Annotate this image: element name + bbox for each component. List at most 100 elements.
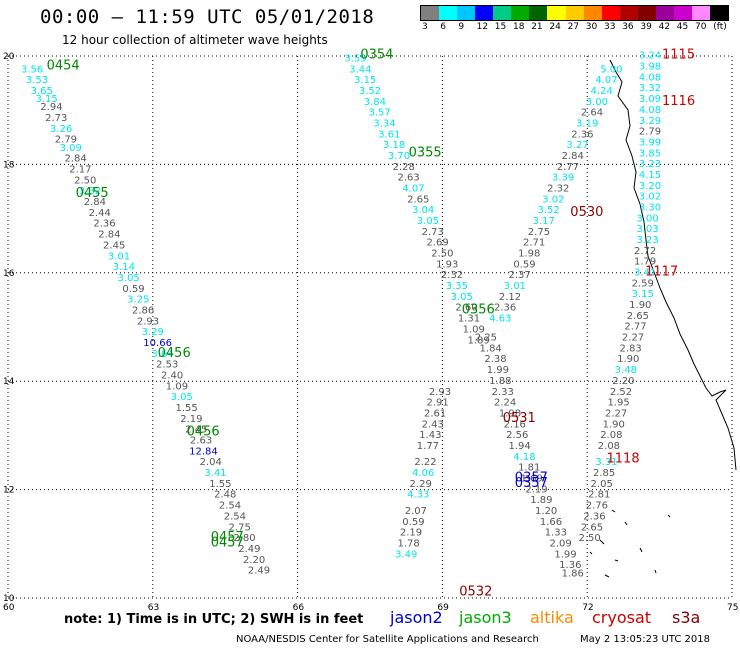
swh-value: 1.81 (518, 463, 540, 474)
swh-value: 3.09 (60, 143, 82, 154)
scale-swatch (529, 6, 548, 20)
swh-value: 2.04 (200, 457, 222, 468)
swh-value: 1.88 (489, 376, 511, 387)
pass-time-label: 0456 (187, 424, 220, 439)
swh-value: 1.95 (607, 398, 629, 409)
satellite-legend-altika: altika (530, 608, 574, 627)
swh-value: 2.20 (243, 555, 265, 566)
swh-value: 1.94 (508, 441, 530, 452)
swh-value: 3.31 (595, 457, 617, 468)
swh-value: 2.54 (219, 501, 241, 512)
swh-value: 2.91 (426, 398, 448, 409)
swh-value: 2.85 (593, 468, 615, 479)
scale-tick-label: 12 (476, 22, 489, 32)
swh-value: 3.32 (79, 186, 101, 197)
swh-value: 1.99 (487, 365, 509, 376)
swh-value: 3.41 (204, 468, 226, 479)
color-scale-ticks: 3 6 9 12 15 18 21 24 27 30 33 36 39 42 45 70 (ft) (420, 22, 740, 34)
swh-value: 2.84 (84, 197, 106, 208)
lat-tick-label: 16 (3, 269, 15, 279)
swh-value: 3.00 (586, 97, 608, 108)
map-subtitle: 12 hour collection of altimeter wave hei… (62, 33, 328, 47)
satellite-legend-jason2: jason2 (390, 608, 443, 627)
swh-value: 1.43 (419, 430, 441, 441)
swh-value: 3.01 (108, 251, 130, 262)
swh-value: 3.59 (344, 53, 366, 64)
scale-tick-label: (ft) (713, 22, 727, 32)
swh-value: 2.65 (581, 522, 603, 533)
swh-value: 3.04 (412, 205, 434, 216)
swh-value: 2.36 (93, 219, 115, 230)
scale-swatch (421, 6, 440, 20)
scale-tick-label: 70 (695, 22, 707, 32)
swh-value: 2.81 (588, 490, 610, 501)
satellite-legend-s3a: s3a (672, 608, 701, 627)
swh-value: 3.34 (373, 118, 395, 129)
swh-value: 3.14 (113, 262, 135, 273)
lon-tick-label: 72 (582, 603, 593, 613)
swh-value: 1.93 (436, 259, 458, 270)
swh-value: 2.54 (224, 511, 246, 522)
swh-value: 2.40 (161, 370, 183, 381)
swh-value: 2.79 (55, 135, 77, 146)
pass-time-label: 0355 (409, 145, 442, 160)
swh-value: 3.15 (354, 75, 376, 86)
swh-value: 5.00 (600, 64, 622, 75)
swh-value: 10.66 (143, 338, 172, 349)
pass-time-label: 1117 (645, 265, 678, 280)
swh-value: 2.65 (627, 311, 649, 322)
swh-value: 2.93 (137, 316, 159, 327)
scale-tick-label: 36 (622, 22, 634, 32)
swh-value: 1.36 (559, 560, 581, 571)
scale-swatch (547, 6, 566, 20)
generated-timestamp: May 2 13:05:23 UTC 2018 (580, 634, 710, 645)
swh-value: 2.19 (400, 528, 422, 539)
altimeter-tracks: 3.563.533.653.152.942.733.262.793.092.84… (21, 51, 661, 580)
pass-time-label: 0357 (515, 476, 548, 491)
swh-value: 3.27 (566, 140, 588, 151)
swh-value: 2.32 (547, 184, 569, 195)
swh-value: 2.63 (190, 436, 212, 447)
swh-value: 1.78 (397, 539, 419, 550)
swh-value: 2.59 (632, 278, 654, 289)
scale-swatch (493, 6, 512, 20)
swh-value: 2.49 (238, 544, 260, 555)
swh-value: 2.50 (578, 533, 600, 544)
scale-swatch (619, 6, 638, 20)
scale-swatch (475, 6, 494, 20)
swh-value: 1.55 (209, 479, 231, 490)
swh-value: 1.20 (535, 506, 557, 517)
swh-value: 2.08 (600, 430, 622, 441)
swh-value: 1.90 (629, 300, 651, 311)
scale-tick-label: 33 (604, 22, 616, 32)
swh-value: 3.70 (388, 151, 410, 162)
lat-tick-label: 18 (3, 160, 15, 170)
swh-value: 3.85 (639, 148, 661, 159)
scale-tick-label: 42 (658, 22, 671, 32)
swh-value: 3.15 (35, 94, 57, 105)
swh-value: 2.79 (639, 127, 661, 138)
swh-value: 3.64 (151, 349, 173, 360)
swh-value: 4.08 (639, 72, 661, 83)
swh-value: 2.50 (431, 249, 453, 260)
swh-value: 3.41 (634, 268, 656, 279)
swh-value: 2.77 (624, 322, 646, 333)
swh-value: 2.38 (484, 354, 506, 365)
swh-value: 3.15 (632, 289, 654, 300)
pass-time-label: 0456 (158, 346, 191, 361)
swh-value: 2.08 (598, 441, 620, 452)
pass-time-label: 0455 (76, 186, 109, 201)
swh-value: 2.28 (393, 162, 415, 173)
swh-value: 2.86 (132, 305, 154, 316)
swh-value: 1.89 (467, 335, 489, 346)
scale-swatch (511, 6, 530, 20)
pass-time-label: 0356 (462, 302, 495, 317)
swh-value: 2.44 (89, 208, 111, 219)
swh-value: 3.02 (639, 192, 661, 203)
pass-time-label: 0532 (459, 584, 492, 599)
swh-value: 3.44 (349, 64, 371, 75)
swh-value: 2.72 (634, 246, 656, 257)
swh-value: 3.02 (542, 194, 564, 205)
